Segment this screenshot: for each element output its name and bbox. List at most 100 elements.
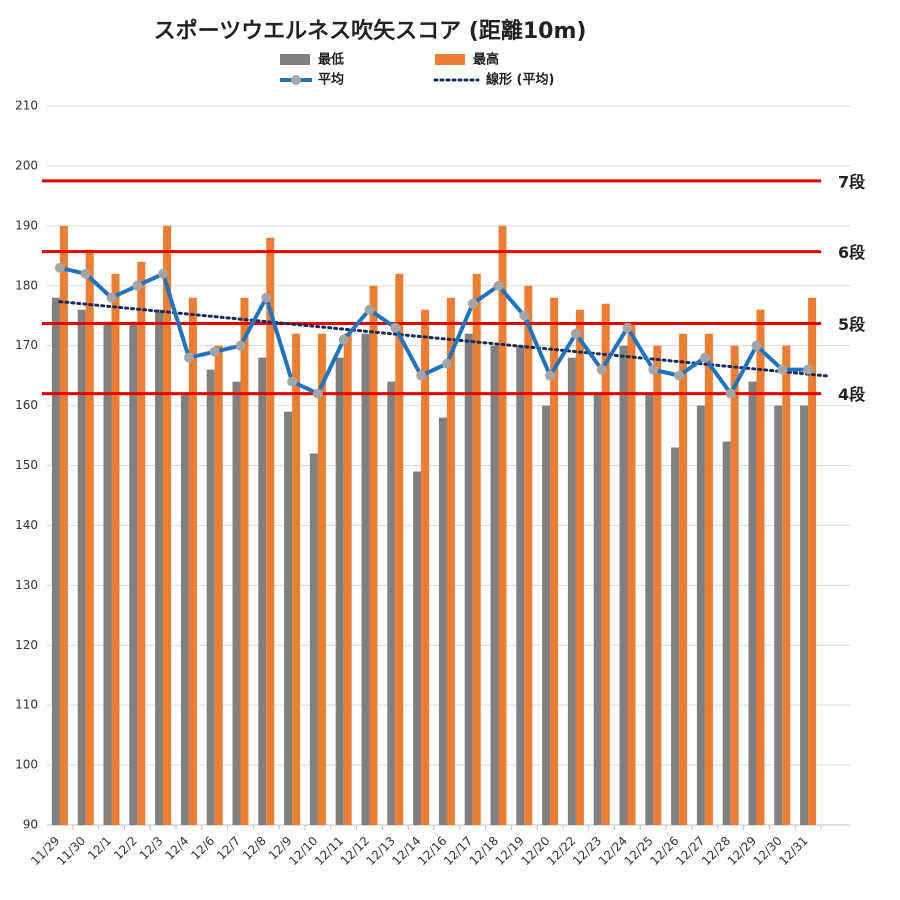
marker [441,358,452,369]
bar [808,297,817,825]
bar [309,453,318,825]
reference-label: 6段 [838,243,866,262]
marker [648,364,659,375]
bar [696,405,705,825]
marker [338,334,349,345]
bar [335,357,344,825]
x-tick-label: 12/3 [137,834,166,863]
bar [472,273,481,825]
marker [467,298,478,309]
x-tick-label: 12/4 [163,834,192,863]
x-tick-label: 12/8 [240,834,269,863]
x-tick-label: 12/31 [776,834,810,868]
bar [704,333,713,825]
marker [570,328,581,339]
bar [653,345,662,825]
marker [699,352,710,363]
x-tick-label: 12/7 [214,834,243,863]
bar [575,309,584,825]
marker [312,388,323,399]
bar [516,345,525,825]
legend-label: 線形 (平均) [486,72,554,88]
bar [627,321,636,825]
marker [132,280,143,291]
bar [446,297,455,825]
y-tick-label: 130 [15,578,38,592]
legend-swatch [280,54,310,65]
marker [622,322,633,333]
y-tick-label: 200 [15,158,38,172]
bar [51,297,60,825]
marker [596,364,607,375]
y-tick-label: 180 [15,278,38,292]
marker [751,340,762,351]
y-tick-label: 160 [15,398,38,412]
bar [317,333,326,825]
marker [235,340,246,351]
reference-label: 7段 [838,172,866,191]
bar [748,381,757,825]
x-tick-label: 12/6 [188,834,217,863]
y-tick-label: 90 [23,818,38,832]
bar [284,411,293,825]
y-tick-label: 120 [15,638,38,652]
bar [258,357,267,825]
bar [601,303,610,826]
bar [542,405,551,825]
bar [129,321,138,825]
bar [59,225,68,826]
bar [421,309,430,825]
bar [679,333,688,825]
chart-title: スポーツウエルネス吹矢スコア (距離10m) [154,18,587,44]
legend-label: 最高 [473,52,499,68]
bar [413,471,422,825]
bar [550,297,559,825]
trendline [58,300,832,378]
y-tick-label: 210 [15,99,38,113]
bar [206,369,215,825]
bar [645,393,654,825]
y-tick-label: 140 [15,518,38,532]
bar [438,417,447,825]
bar [77,309,86,825]
bar [567,357,576,825]
bar [490,345,499,825]
bar [498,225,507,826]
x-tick-label: 12/1 [85,834,114,863]
bar [756,309,765,825]
marker [54,262,65,273]
bar [774,405,783,825]
bar [266,237,275,826]
x-tick-label: 12/2 [111,834,140,863]
line [59,265,809,396]
reference-label: 4段 [838,385,866,404]
y-tick-label: 190 [15,218,38,232]
reference-label: 5段 [838,315,866,334]
marker [493,280,504,291]
bar [85,249,94,826]
marker [725,388,736,399]
bar [188,297,197,825]
marker [519,310,530,321]
legend-swatch [291,75,301,85]
bar [232,381,241,825]
bar [722,441,731,825]
bar [111,273,120,825]
y-tick-label: 170 [15,338,38,352]
marker [261,292,272,303]
bar [395,273,404,825]
bar [361,333,370,825]
marker [209,346,220,357]
marker [674,370,685,381]
marker [416,370,427,381]
bar [163,225,172,826]
legend-label: 最低 [318,52,344,68]
bar [464,333,473,825]
marker [545,370,556,381]
bar [369,285,378,825]
bar [671,447,680,825]
x-tick-label: 11/30 [54,834,88,868]
bar [593,393,602,825]
bar [782,345,791,825]
